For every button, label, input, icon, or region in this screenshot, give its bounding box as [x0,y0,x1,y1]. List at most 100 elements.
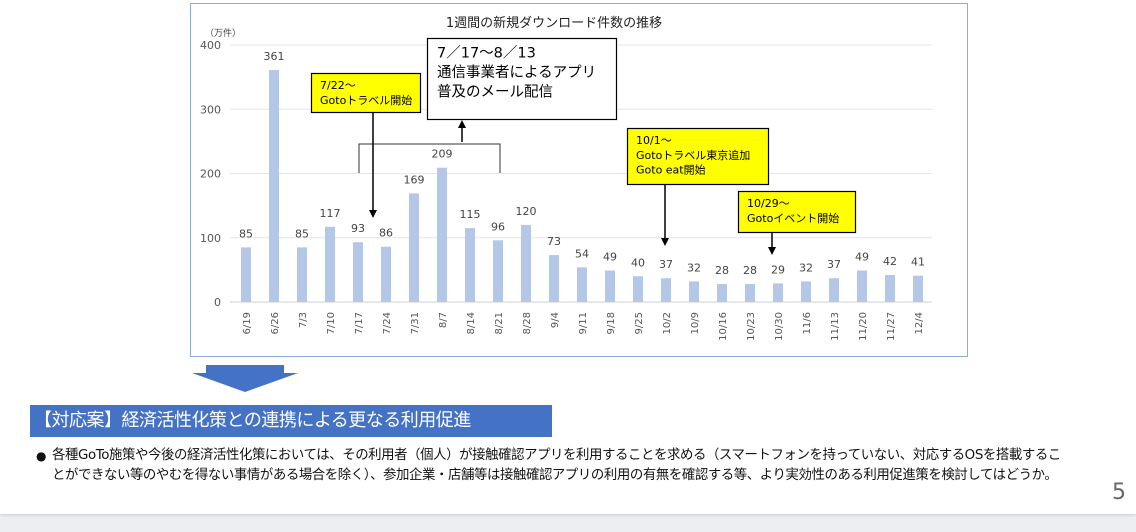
annotation-box [737,190,857,234]
x-tick-label: 9/25 [634,312,645,334]
bar [605,270,615,302]
data-label: 41 [911,256,925,269]
data-label: 29 [771,263,785,276]
x-tick-label: 12/4 [914,312,925,334]
bar [745,284,755,302]
data-label: 49 [855,251,869,264]
bar [521,224,531,302]
x-tick-label: 8/7 [438,312,449,328]
annotation-text: 10/1～ [636,134,672,147]
y-tick-label: 100 [200,232,221,245]
annotation-text: 10/29～ [747,197,790,210]
download-chart: 1週間の新規ダウンロード件数の推移 （万件） 0 100 200 300 400 85 6… [190,3,968,392]
x-tick-label: 7/3 [298,312,309,328]
data-label: 117 [320,207,341,220]
data-label: 32 [799,261,813,274]
x-tick-label: 9/4 [550,312,561,328]
x-tick-label: 11/13 [830,312,841,341]
x-tick-label: 10/2 [662,312,673,334]
annotation-text: 7/22～ [320,79,356,92]
x-tick-label: 9/11 [578,312,589,334]
y-tick-label: 300 [200,103,221,116]
x-tick-label: 7/31 [410,312,421,334]
y-tick-label: 200 [200,168,221,181]
bar [689,281,699,302]
data-label: 28 [715,264,729,277]
proposal-bullet: ● 各種GoTo施策や今後の経済活性化策においては、その利用者（個人）が接触確認… [36,446,1062,486]
y-axis-unit: （万件） [205,27,241,39]
x-tick-label: 6/19 [242,312,253,334]
bar [857,270,867,302]
bar [325,226,335,302]
bar [381,246,391,302]
x-tick-label: 8/21 [494,312,505,334]
annotation-goto-event: 10/29～Gotoイベント開始 [737,190,857,255]
y-tick-label: 0 [214,296,221,309]
x-tick-label: 7/10 [326,312,337,334]
annotation-box [310,72,422,114]
down-arrow-icon [192,365,298,392]
bullet-icon: ● [36,449,47,463]
annotation-text: Gotoトラベル東京追加 [636,148,750,162]
proposal-heading: 【対応案】経済活性化策との連携による更なる利用促進 [30,405,552,437]
slide: 1週間の新規ダウンロード件数の推移 （万件） 0 100 200 300 400 85 6… [0,0,1136,514]
data-label: 85 [239,227,253,240]
annotation-text: Gotoイベント開始 [747,211,839,225]
bar [577,267,587,302]
bar [661,278,671,302]
data-label: 54 [575,247,589,260]
annotation-text: 普及のメール配信 [437,84,553,101]
x-tick-label: 10/16 [718,312,729,341]
annotation-box [626,127,770,186]
bar [913,275,923,302]
x-tick-label: 10/30 [774,312,785,341]
x-tick-label: 10/9 [690,312,701,334]
data-label: 42 [883,255,897,268]
data-label: 93 [351,222,365,235]
bar [829,278,839,302]
data-label: 120 [516,205,537,218]
bar [885,275,895,302]
bar [493,240,503,302]
data-label: 40 [631,256,645,269]
y-tick-label: 400 [200,39,221,52]
data-label: 37 [827,258,841,271]
data-label: 73 [547,235,561,248]
annotation-text: 7／17～8／13 [437,45,536,62]
page-number: 5 [1112,480,1126,505]
bar [633,276,643,302]
data-label: 169 [404,173,425,186]
data-label: 28 [743,264,757,277]
bar [801,281,811,302]
x-tick-label: 6/26 [270,312,281,334]
x-tick-label: 8/14 [466,312,477,334]
data-label: 49 [603,251,617,264]
x-tick-label: 7/24 [382,312,393,334]
bar [465,228,475,302]
bar [297,247,307,302]
data-label: 115 [460,208,481,221]
data-label: 361 [264,50,285,63]
data-label: 96 [491,220,505,233]
x-tick-label: 11/6 [802,312,813,334]
x-tick-label: 11/20 [858,312,869,341]
annotation-text: 通信事業者によるアプリ [437,64,596,81]
annotation-text: Gotoトラベル開始 [320,93,412,107]
x-tick-label: 7/17 [354,312,365,334]
x-tick-label: 9/18 [606,312,617,334]
bar [241,247,251,302]
x-tick-label: 10/23 [746,312,757,341]
data-label: 85 [295,227,309,240]
data-label: 209 [432,148,453,161]
proposal-bullet-text: 各種GoTo施策や今後の経済活性化策においては、その利用者（個人）が接触確認アプ… [52,448,1061,483]
bar [549,255,559,302]
data-label: 32 [687,261,701,274]
chart-title: 1週間の新規ダウンロード件数の推移 [446,15,662,31]
annotation-box [426,37,618,121]
annotation-text: Goto eat開始 [636,163,706,177]
x-tick-label: 11/27 [886,312,897,341]
bar [269,70,279,303]
bar [353,242,363,302]
